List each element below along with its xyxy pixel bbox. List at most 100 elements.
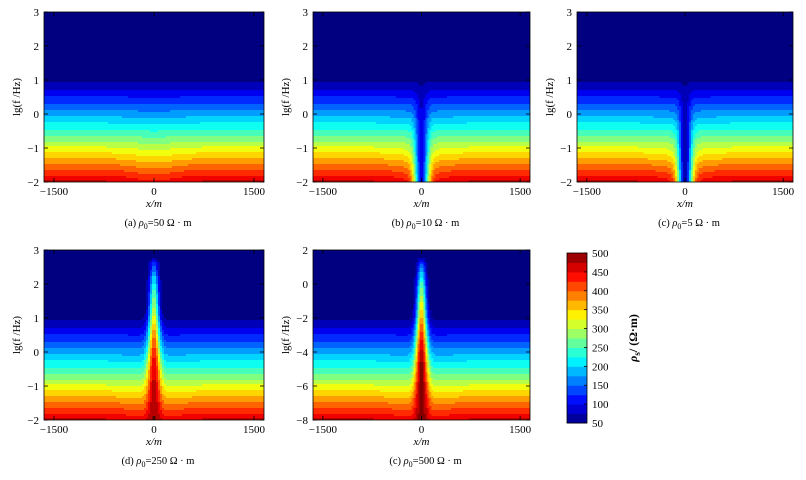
panel-a: 3 2 1 0 −1 −2−1500 0 1500 lg(f /Hz) x/m (a) ρ0=50 … <box>11 7 266 231</box>
panel-caption: (a) ρ0=50 Ω · m <box>124 218 191 231</box>
colorbar-tick-label: 500 <box>592 248 609 260</box>
x-tick-label: 1500 <box>243 424 266 436</box>
colorbar-segment <box>567 394 587 405</box>
x-axis-label: x/m <box>676 198 693 210</box>
y-tick-label: −2 <box>560 177 572 189</box>
heatmap-d <box>44 250 264 420</box>
y-axis-label: lg(f /Hz) <box>11 316 23 355</box>
colorbar-segment <box>567 281 587 292</box>
y-tick-label: −6 <box>296 381 308 393</box>
x-tick-label: 1500 <box>243 186 266 198</box>
x-tick-label: 0 <box>419 186 425 198</box>
y-axis-label: lg(f /Hz) <box>11 78 23 117</box>
colorbar-segment <box>567 271 587 282</box>
colorbar-segment <box>567 375 587 386</box>
colorbar-segment <box>567 356 587 367</box>
colorbar-segment <box>567 338 587 348</box>
colorbar-segment <box>567 262 587 273</box>
y-tick-label: 3 <box>303 7 309 19</box>
colorbar-segment <box>567 347 587 358</box>
y-tick-label: 3 <box>567 7 573 19</box>
colorbar: 500 450 400 350 300 250 200 150 100 50 ρs/ (Ω·m) <box>566 248 642 430</box>
y-tick-label: 1 <box>567 75 573 87</box>
heatmap-a <box>44 12 264 182</box>
panel-e: 2 0 −2 −4 −6 −8−1500 0 1500 lg(f /Hz) x/m (c) ρ0=5… <box>280 245 532 469</box>
colorbar-segment <box>567 253 587 263</box>
x-axis-label: x/m <box>413 198 430 210</box>
x-tick-label: 0 <box>151 186 157 198</box>
y-axis-label: lg(f /Hz) <box>280 316 292 355</box>
heatmap-b <box>313 12 530 182</box>
x-tick-label: −1500 <box>40 424 69 436</box>
x-tick-label: 1500 <box>509 186 532 198</box>
y-tick-label: 3 <box>34 245 40 257</box>
colorbar-segment <box>567 385 587 396</box>
panel-caption: (b) ρ0=10 Ω · m <box>392 218 460 231</box>
y-tick-label: 2 <box>34 279 40 291</box>
panel-caption: (c) ρ0=5 Ω · m <box>658 218 720 231</box>
y-tick-label: −1 <box>27 143 39 155</box>
x-tick-label: −1500 <box>40 186 69 198</box>
y-tick-label: 0 <box>567 109 573 121</box>
colorbar-tick-label: 400 <box>592 286 609 298</box>
y-tick-label: 3 <box>34 7 40 19</box>
y-tick-label: 2 <box>303 245 309 257</box>
panel-caption: (c) ρ0=500 Ω · m <box>389 456 461 469</box>
y-tick-label: −2 <box>296 177 308 189</box>
y-tick-label: 0 <box>303 279 309 291</box>
x-tick-label: −1500 <box>309 424 338 436</box>
colorbar-segment <box>567 413 587 424</box>
heatmap-c <box>577 12 793 182</box>
y-tick-label: −1 <box>560 143 572 155</box>
x-tick-label: 1500 <box>772 186 795 198</box>
y-tick-label: −8 <box>296 415 308 427</box>
colorbar-tick-label: 350 <box>592 305 609 317</box>
y-tick-label: 2 <box>303 41 309 53</box>
x-tick-label: 0 <box>419 424 425 436</box>
colorbar-segment <box>567 300 587 311</box>
colorbar-segment <box>567 319 587 330</box>
x-axis-label: x/m <box>145 436 162 448</box>
x-tick-label: −1500 <box>573 186 602 198</box>
colorbar-segment <box>567 366 587 377</box>
y-tick-label: −1 <box>27 381 39 393</box>
x-tick-label: 1500 <box>509 424 532 436</box>
y-tick-label: −4 <box>296 347 308 359</box>
colorbar-tick-label: 50 <box>592 418 604 430</box>
x-axis-label: x/m <box>413 436 430 448</box>
x-axis-label: x/m <box>145 198 162 210</box>
colorbar-label: ρs/ (Ω·m) <box>626 314 642 363</box>
panel-d: 3 2 1 0 −1 −2−1500 0 1500 lg(f /Hz) x/m (d) ρ0=250… <box>11 245 266 469</box>
y-tick-label: −1 <box>296 143 308 155</box>
colorbar-tick-label: 250 <box>592 342 609 354</box>
colorbar-tick-label: 150 <box>592 380 609 392</box>
colorbar-segment <box>567 309 587 320</box>
y-tick-label: −2 <box>27 177 39 189</box>
y-tick-label: −2 <box>27 415 39 427</box>
panel-c: 3 2 1 0 −1 −2−1500 0 1500 lg(f /Hz) x/m (c) ρ0=5 Ω… <box>544 7 795 231</box>
colorbar-segment <box>567 404 587 415</box>
y-tick-label: 0 <box>34 109 40 121</box>
colorbar-segment <box>567 328 587 339</box>
colorbar-tick-label: 100 <box>592 399 609 411</box>
y-tick-label: 2 <box>34 41 40 53</box>
colorbar-segment <box>567 290 587 301</box>
y-tick-label: 1 <box>34 313 40 325</box>
x-tick-label: 0 <box>682 186 688 198</box>
heatmap-e <box>313 250 530 420</box>
colorbar-tick-label: 200 <box>592 361 609 373</box>
y-tick-label: 0 <box>303 109 309 121</box>
y-tick-label: 1 <box>34 75 40 87</box>
y-axis-label: lg(f /Hz) <box>280 78 292 117</box>
panel-caption: (d) ρ0=250 Ω · m <box>122 456 195 469</box>
y-tick-label: 2 <box>567 41 573 53</box>
panel-b: 3 2 1 0 −1 −2−1500 0 1500 lg(f /Hz) x/m (b) ρ0=10 … <box>280 7 532 231</box>
x-tick-label: 0 <box>151 424 157 436</box>
y-tick-label: 0 <box>34 347 40 359</box>
x-tick-label: −1500 <box>309 186 338 198</box>
y-tick-label: 1 <box>303 75 309 87</box>
y-axis-label: lg(f /Hz) <box>544 78 556 117</box>
y-tick-label: −2 <box>296 313 308 325</box>
colorbar-tick-label: 300 <box>592 324 609 336</box>
